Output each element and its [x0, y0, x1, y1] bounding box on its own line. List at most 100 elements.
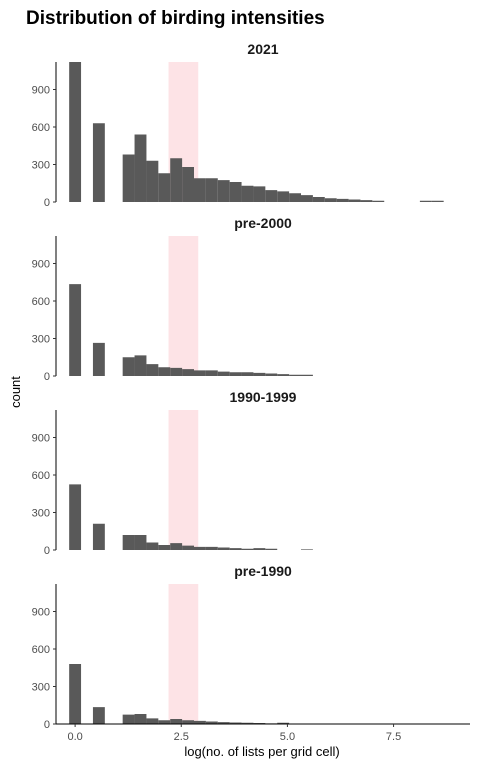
histogram-bar — [170, 158, 183, 202]
y-tick-label: 0 — [44, 545, 50, 557]
histogram-bar — [194, 546, 206, 550]
x-tick-label: 5.0 — [280, 731, 295, 743]
highlight-band — [168, 236, 199, 376]
histogram-bar — [253, 186, 266, 202]
histogram-bar — [170, 367, 183, 376]
histogram-bar — [265, 373, 278, 376]
histogram-bar — [69, 484, 82, 550]
y-tick-label: 300 — [32, 682, 50, 694]
y-tick-label: 900 — [32, 85, 50, 97]
facet-panel-2: pre-2000 0 300 600 900 — [32, 215, 313, 383]
histogram-bar — [134, 355, 147, 376]
histogram-bar — [92, 707, 105, 724]
histogram-bar — [158, 173, 171, 202]
histogram-bar — [194, 178, 206, 202]
facet-title: 1990-1999 — [230, 389, 297, 405]
facet-title: pre-2000 — [234, 215, 292, 231]
histogram-bar — [277, 374, 290, 376]
histogram-bar — [69, 284, 82, 376]
histogram-bar — [348, 199, 361, 202]
chart-title: Distribution of birding intensities — [26, 8, 325, 29]
y-tick-label: 300 — [32, 334, 50, 346]
histogram-bar — [360, 200, 373, 202]
histogram-bar — [122, 154, 135, 202]
histogram-bar — [324, 198, 337, 202]
x-axis-title: log(no. of lists per grid cell) — [184, 744, 339, 759]
histogram-bar — [431, 200, 444, 202]
histogram-bar — [217, 722, 230, 724]
histogram-bar — [134, 535, 147, 550]
histogram-bar — [69, 62, 82, 202]
histogram-bar — [229, 182, 242, 202]
histogram-bar — [301, 374, 313, 376]
histogram-bar — [336, 198, 349, 202]
histogram-bar — [277, 722, 290, 724]
facet-panel-3: 1990-1999 0 300 600 900 — [32, 389, 313, 557]
histogram-bar — [241, 185, 254, 202]
histogram-bar — [205, 546, 218, 550]
histogram-bar — [194, 720, 206, 724]
histogram-bar — [122, 535, 135, 550]
y-tick-label: 600 — [32, 470, 50, 482]
histogram-bar — [170, 543, 183, 550]
facet-panel-1: 2021 0 300 600 900 — [32, 41, 444, 209]
x-tick-label: 0.0 — [67, 731, 82, 743]
histogram-bar — [205, 721, 218, 724]
histogram-bar — [146, 364, 159, 376]
histogram-bar — [229, 548, 242, 550]
histogram-bar — [69, 664, 82, 724]
y-tick-label: 900 — [32, 259, 50, 271]
y-axis-title: count — [8, 376, 23, 408]
histogram-bar — [289, 193, 302, 202]
histogram-bar — [92, 523, 105, 550]
histogram-bar — [182, 545, 194, 550]
histogram-bar — [229, 722, 242, 724]
histogram-bar — [146, 718, 159, 724]
y-tick-label: 0 — [44, 197, 50, 209]
y-tick-label: 600 — [32, 296, 50, 308]
y-tick-label: 0 — [44, 719, 50, 731]
facet-title: 2021 — [247, 41, 278, 57]
y-tick-label: 300 — [32, 508, 50, 520]
facet-panels: 20210300600900pre-200003006009001990-199… — [32, 41, 470, 743]
histogram-bar — [265, 190, 278, 202]
histogram-bar — [134, 134, 147, 202]
histogram-bar — [134, 714, 147, 724]
histogram-bar — [205, 178, 218, 202]
y-tick-label: 900 — [32, 433, 50, 445]
histogram-bar — [158, 545, 171, 550]
histogram-bar — [158, 720, 171, 724]
histogram-bar — [301, 195, 313, 202]
facet-panel-4: pre-1990 0 300 600 900 0.0 2.5 5.0 7.5 — [32, 563, 470, 743]
histogram-bar — [265, 548, 278, 550]
histogram-bar — [205, 370, 218, 376]
histogram-bar — [194, 370, 206, 376]
y-tick-label: 300 — [32, 160, 50, 172]
histogram-bar — [170, 719, 183, 724]
histogram-bar — [289, 374, 302, 376]
histogram-bar — [92, 342, 105, 376]
histogram-bar — [241, 372, 254, 376]
histogram-bar — [92, 123, 105, 202]
histogram-bar — [312, 197, 325, 202]
histogram-bar — [158, 367, 171, 376]
x-tick-label: 7.5 — [386, 731, 401, 743]
histogram-bar — [301, 549, 313, 550]
histogram-bar — [217, 547, 230, 550]
y-tick-label: 900 — [32, 607, 50, 619]
histogram-bar — [122, 714, 135, 724]
histogram-bar — [182, 167, 194, 202]
y-tick-label: 0 — [44, 371, 50, 383]
histogram-bar — [122, 357, 135, 376]
x-tick-label: 2.5 — [174, 731, 189, 743]
histogram-bar — [419, 200, 432, 202]
histogram-bar — [182, 369, 194, 376]
histogram-bar — [229, 372, 242, 376]
histogram-bar — [217, 371, 230, 376]
histogram-bar — [253, 372, 266, 376]
histogram-bar — [241, 722, 254, 724]
histogram-bar — [182, 720, 194, 724]
facet-title: pre-1990 — [234, 563, 292, 579]
highlight-band — [168, 410, 199, 550]
